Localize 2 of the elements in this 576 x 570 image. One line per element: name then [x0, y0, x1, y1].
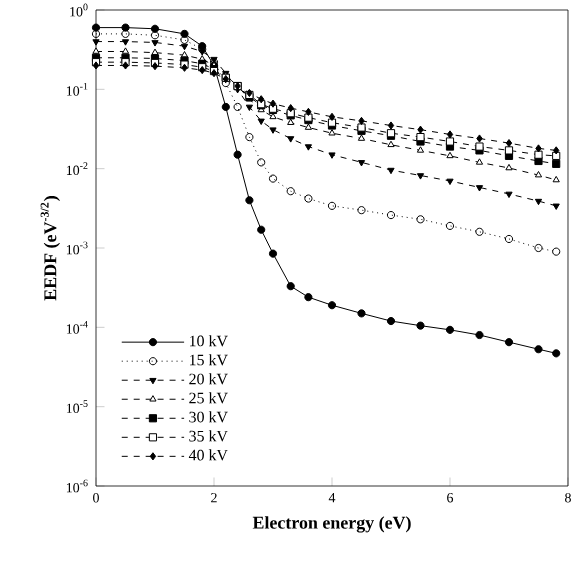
x-axis-title: Electron energy (eV): [252, 516, 411, 533]
y-axis-title: EEDF (eV$^{-3/2}$): [40, 196, 60, 301]
